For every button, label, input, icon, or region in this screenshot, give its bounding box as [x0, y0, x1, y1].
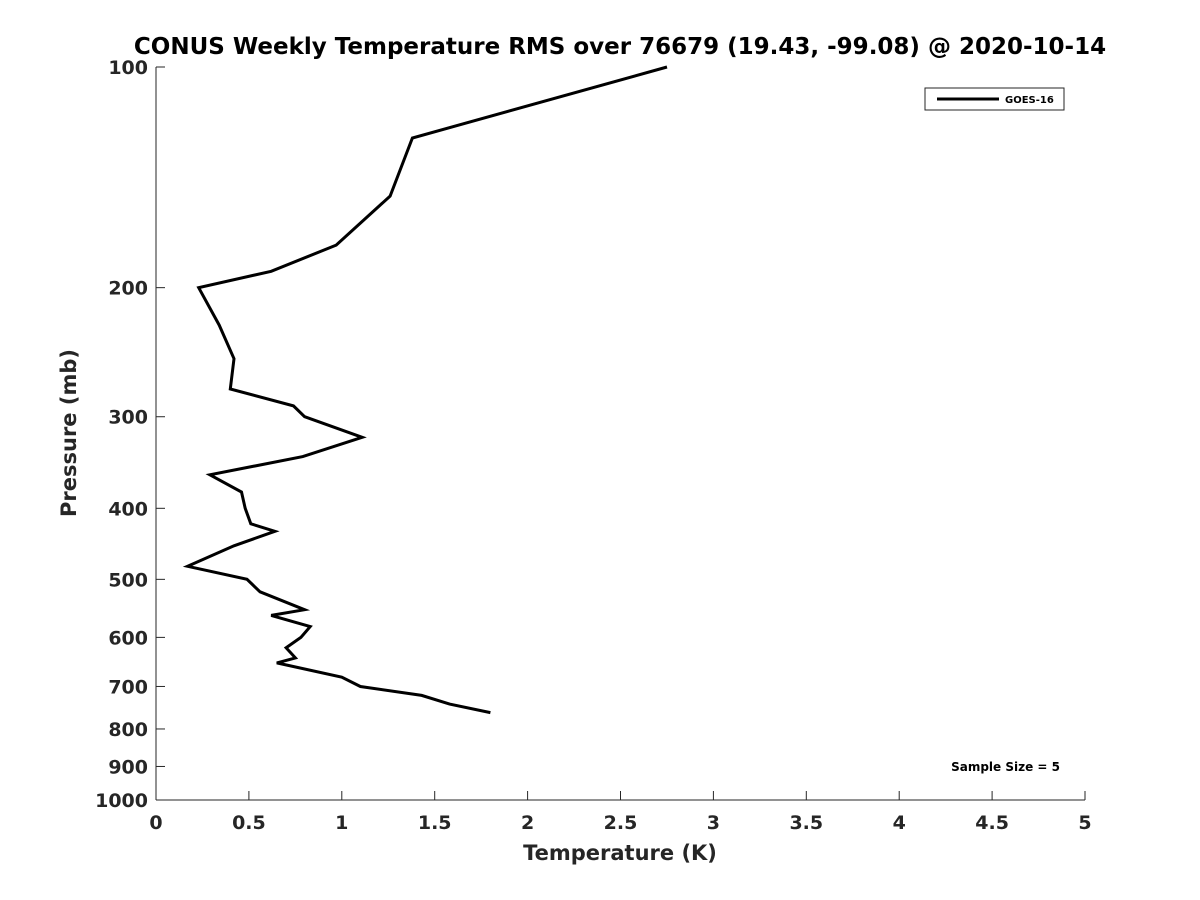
series-line-goes-16 [182, 65, 668, 715]
y-tick-label: 800 [108, 719, 148, 741]
y-tick-label: 1000 [95, 790, 148, 812]
ticks: 0 0.5 1 1.5 2 2.5 3 3.5 4 4.5 5 100 200 300 400 500 600 7… [95, 57, 1092, 834]
y-tick-label: 700 [108, 676, 148, 698]
series-layer [182, 65, 668, 715]
y-tick-label: 400 [108, 498, 148, 520]
legend: GOES-16 [924, 87, 1065, 111]
x-tick-label: 2.5 [604, 812, 638, 834]
y-tick-label: 200 [108, 278, 148, 300]
y-tick-label: 300 [108, 407, 148, 429]
chart-title: CONUS Weekly Temperature RMS over 76679 … [134, 34, 1106, 60]
x-tick-label: 3 [707, 812, 720, 834]
x-tick-label: 3.5 [789, 812, 823, 834]
x-tick-label: 4 [893, 812, 906, 834]
plot-area [156, 67, 1085, 800]
y-tick-label: 100 [108, 57, 148, 79]
y-axis-label: Pressure (mb) [57, 349, 81, 517]
x-tick-label: 0.5 [232, 812, 266, 834]
x-tick-label: 5 [1078, 812, 1091, 834]
y-tick-label: 900 [108, 756, 148, 778]
x-tick-label: 1 [335, 812, 348, 834]
x-axis-label: Temperature (K) [523, 841, 717, 865]
x-tick-label: 0 [149, 812, 162, 834]
x-tick-label: 4.5 [975, 812, 1009, 834]
sample-size-annotation: Sample Size = 5 [951, 760, 1060, 774]
y-tick-label: 500 [108, 569, 148, 591]
x-tick-label: 2 [521, 812, 534, 834]
x-tick-label: 1.5 [418, 812, 452, 834]
legend-label-goes-16: GOES-16 [1005, 95, 1054, 106]
y-tick-label: 600 [108, 627, 148, 649]
